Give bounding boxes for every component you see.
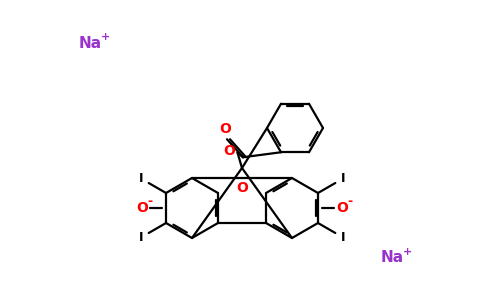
Text: +: +	[101, 32, 111, 42]
Text: I: I	[138, 172, 143, 185]
Text: I: I	[341, 172, 346, 185]
Text: I: I	[138, 231, 143, 244]
Text: O: O	[136, 201, 148, 215]
Text: I: I	[341, 231, 346, 244]
Text: Na: Na	[380, 250, 404, 266]
Text: -: -	[348, 194, 352, 208]
Text: O: O	[336, 201, 348, 215]
Text: O: O	[224, 144, 235, 158]
Text: Na: Na	[78, 35, 102, 50]
Text: O: O	[219, 122, 231, 136]
Text: +: +	[403, 247, 413, 257]
Text: O: O	[236, 181, 248, 195]
Text: -: -	[148, 194, 152, 208]
